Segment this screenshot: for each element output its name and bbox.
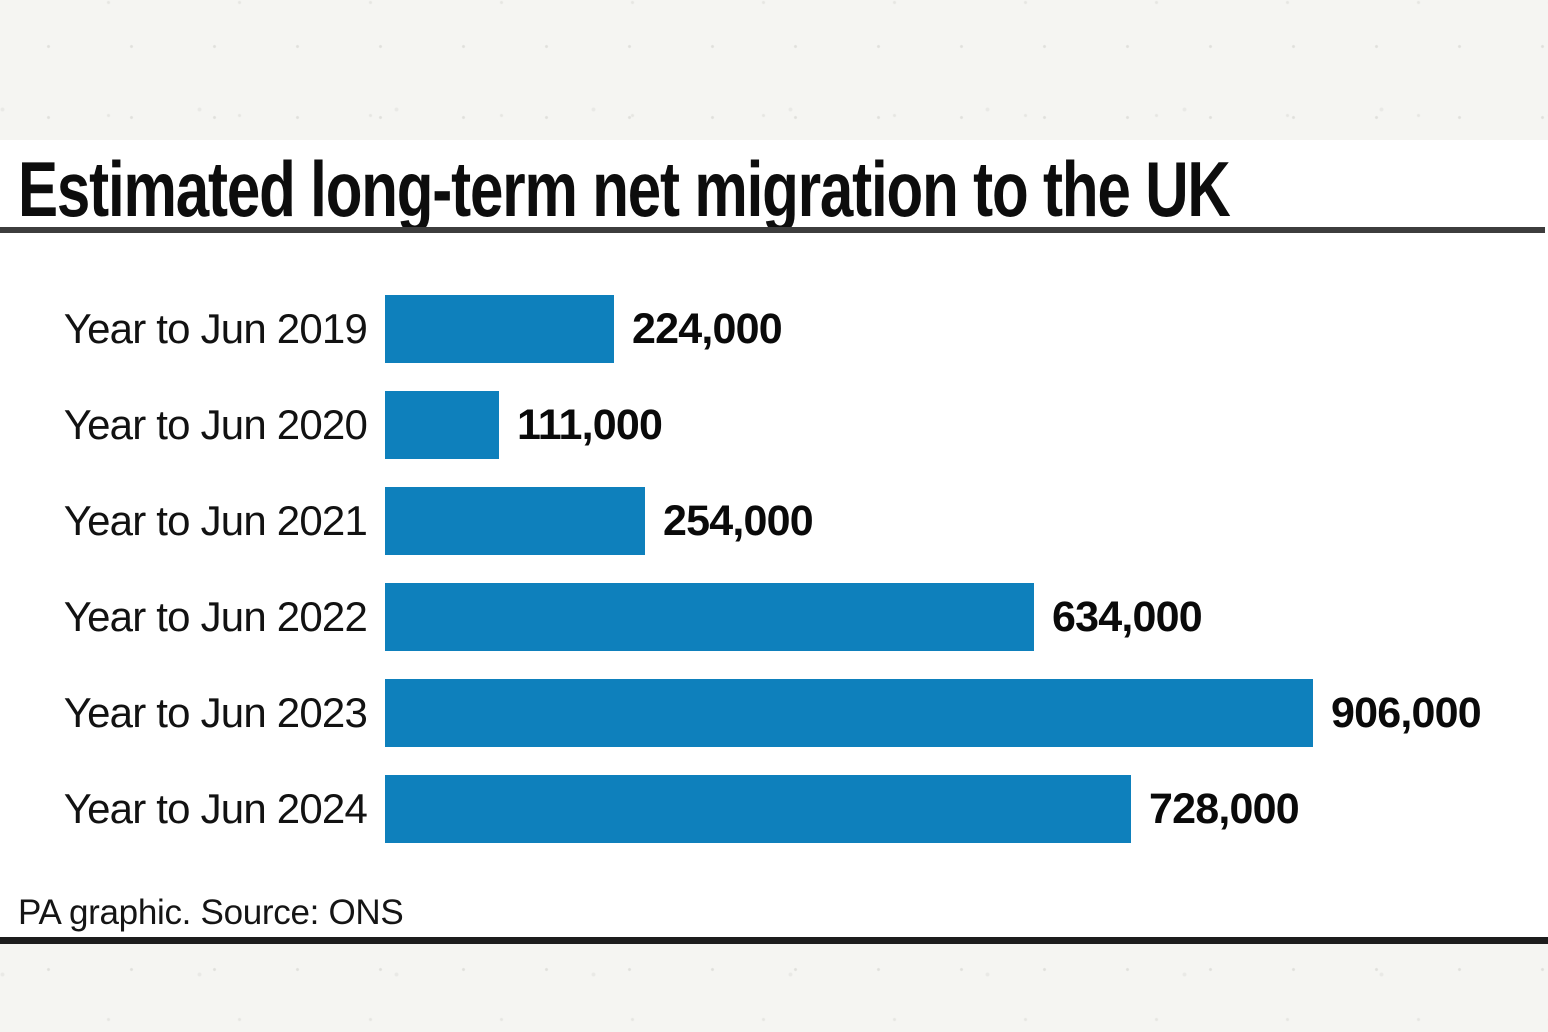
bar <box>385 679 1313 747</box>
bar-row: Year to Jun 2021 254,000 <box>0 487 1548 555</box>
bar-row: Year to Jun 2022 634,000 <box>0 583 1548 651</box>
category-label: Year to Jun 2020 <box>63 401 368 448</box>
bar <box>385 775 1131 843</box>
value-label: 634,000 <box>1052 593 1203 641</box>
bar <box>385 295 614 363</box>
category-label: Year to Jun 2019 <box>63 305 368 352</box>
bar-row: Year to Jun 2019 224,000 <box>0 295 1548 363</box>
chart-title: Estimated long-term net migration to the… <box>18 145 1231 233</box>
bar-row: Year to Jun 2020 111,000 <box>0 391 1548 459</box>
category-label: Year to Jun 2024 <box>63 785 368 832</box>
category-label: Year to Jun 2022 <box>63 593 368 640</box>
bottom-divider <box>0 937 1548 944</box>
bar-row: Year to Jun 2024 728,000 <box>0 775 1548 843</box>
bar-chart: Year to Jun 2019 224,000 Year to Jun 2020 1… <box>0 295 1548 847</box>
bar <box>385 583 1034 651</box>
title-divider <box>0 227 1545 233</box>
value-label: 111,000 <box>517 401 663 449</box>
bar <box>385 487 645 555</box>
category-label: Year to Jun 2021 <box>63 497 368 544</box>
value-label: 728,000 <box>1149 785 1300 833</box>
category-label: Year to Jun 2023 <box>63 689 368 736</box>
value-label: 254,000 <box>663 497 814 545</box>
bar <box>385 391 499 459</box>
value-label: 224,000 <box>632 305 783 353</box>
source-note: PA graphic. Source: ONS <box>18 893 404 932</box>
bar-row: Year to Jun 2023 906,000 <box>0 679 1548 747</box>
value-label: 906,000 <box>1331 689 1482 737</box>
